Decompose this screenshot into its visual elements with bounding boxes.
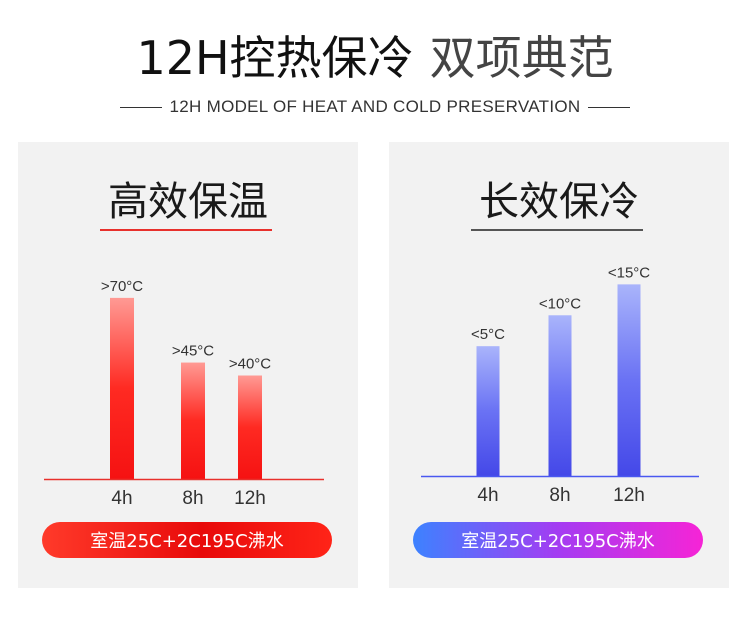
heat-condition-text: 室温25C+2C195C沸水 xyxy=(90,531,284,552)
page-subtitle: 12H MODEL OF HEAT AND COLD PRESERVATION xyxy=(0,97,750,117)
subtitle-rule-right xyxy=(588,106,631,108)
heat-data-label-4h: >70°C xyxy=(101,278,143,295)
cold-data-label-8h: <10°C xyxy=(539,295,581,312)
cold-tick-label-12h: 12h xyxy=(613,485,645,506)
subtitle-rule-left xyxy=(119,106,162,108)
subtitle-text: 12H MODEL OF HEAT AND COLD PRESERVATION xyxy=(169,97,581,116)
cold-title-underline xyxy=(471,229,643,231)
cold-bar-4h xyxy=(476,346,500,476)
cold-tick-label-4h: 4h xyxy=(477,485,498,506)
heat-bar-12h xyxy=(238,375,262,479)
heat-tick-label-4h: 4h xyxy=(111,488,132,509)
cold-bar-8h xyxy=(548,315,572,476)
page-title-main: 12H控热保冷 xyxy=(136,31,414,85)
heat-bar-4h xyxy=(110,297,134,479)
heat-condition-pill: 室温25C+2C195C沸水 xyxy=(42,522,332,558)
heat-panel-title: 高效保温 xyxy=(108,179,268,225)
cold-condition-pill: 室温25C+2C195C沸水 xyxy=(413,522,703,558)
cold-bar-chart: <5°C 4h <10°C 8h <15°C 12h xyxy=(421,264,699,506)
heat-data-label-8h: >45°C xyxy=(172,343,214,360)
page-title-sub: 双项典范 xyxy=(429,31,614,85)
cold-data-label-12h: <15°C xyxy=(608,264,650,281)
cold-bar-12h xyxy=(617,284,641,476)
cold-tick-label-8h: 8h xyxy=(549,485,570,506)
heat-bar-chart: >70°C 4h >45°C 8h >40°C 12h xyxy=(44,278,324,509)
heat-title-underline xyxy=(100,229,272,231)
heat-tick-label-12h: 12h xyxy=(234,488,266,509)
cold-data-label-4h: <5°C xyxy=(471,326,505,343)
heat-tick-label-8h: 8h xyxy=(182,488,203,509)
page-title: 12H控热保冷 双项典范 xyxy=(0,30,750,86)
cold-condition-text: 室温25C+2C195C沸水 xyxy=(461,531,655,552)
cold-panel: 长效保冷 <5°C 4h <10°C 8h <15°C 12h 室温25C+2C195C沸… xyxy=(389,142,729,588)
heat-data-label-12h: >40°C xyxy=(229,356,271,373)
heat-bar-8h xyxy=(181,362,205,479)
heat-panel: 高效保温 >70°C 4h >45°C 8h >40°C 12h 室温25C+2C195C… xyxy=(18,142,358,588)
cold-panel-title: 长效保冷 xyxy=(479,179,639,225)
